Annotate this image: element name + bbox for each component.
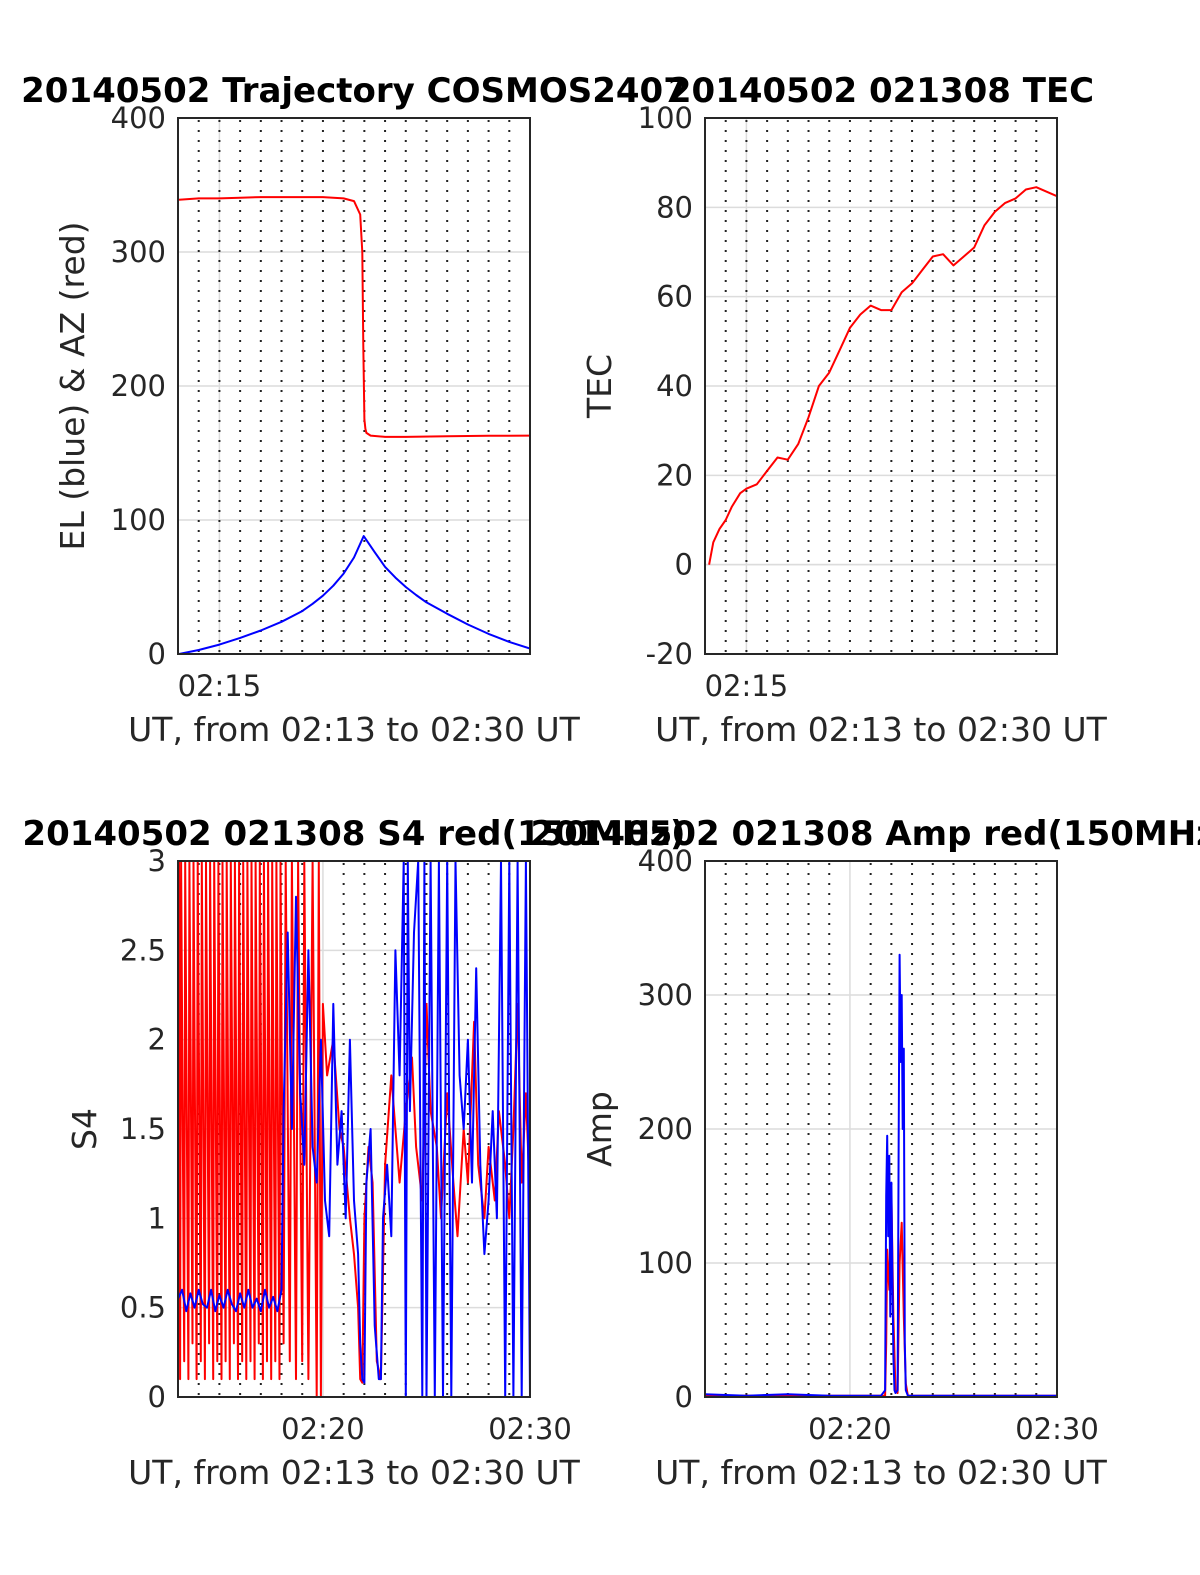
s4-y-tick-label: 0.5 <box>120 1291 166 1325</box>
s4-axes-frame <box>177 860 531 1398</box>
s4-y-tick-label: 1.5 <box>120 1112 166 1146</box>
trajectory-axes-frame <box>177 117 531 655</box>
trajectory-y-tick-label: 100 <box>111 503 166 537</box>
trajectory-y-tick-label: 300 <box>111 235 166 269</box>
amp-tick-labels: 0 100 200 300 400 02:20 02:30 <box>638 844 1099 1446</box>
amp-x-tick-label: 02:30 <box>1015 1412 1099 1446</box>
s4-title: 20140502 021308 S4 red(150MHz) <box>22 814 685 854</box>
s4-panel: 0 0.5 1 1.5 2 2.5 3 02:20 02:30 20140502 021308 … <box>22 814 685 1492</box>
trajectory-y-tick-label: 400 <box>111 101 166 135</box>
s4-plot-area <box>178 861 530 1397</box>
amp-y-tick-label: 100 <box>638 1246 693 1280</box>
s4-series-blue-line <box>178 861 530 1397</box>
amp-plot-area <box>705 861 1057 1397</box>
amp-x-axis-label: UT, from 02:13 to 02:30 UT <box>655 1453 1108 1492</box>
trajectory-y-axis-label: EL (blue) & AZ (red) <box>53 221 92 550</box>
s4-x-axis-label: UT, from 02:13 to 02:30 UT <box>128 1453 581 1492</box>
s4-y-tick-label: 1 <box>148 1201 166 1235</box>
trajectory-series-blue-line <box>178 535 530 654</box>
amp-y-axis-label: Amp <box>580 1091 619 1167</box>
tec-y-tick-label: -20 <box>646 637 693 671</box>
s4-y-tick-label: 3 <box>148 844 166 878</box>
tec-y-tick-label: 0 <box>675 548 693 582</box>
tec-series-red-line <box>708 186 1057 565</box>
trajectory-series-red-line <box>178 196 530 438</box>
trajectory-plot-area <box>178 118 530 654</box>
amp-axes-frame <box>704 860 1058 1398</box>
tec-panel: -20 0 20 40 60 80 100 02:15 20140502 021308 TEC… <box>580 71 1108 749</box>
amp-y-tick-label: 300 <box>638 978 693 1012</box>
trajectory-tick-labels: 0 100 200 300 400 02:15 <box>111 101 262 703</box>
trajectory-x-tick-label: 02:15 <box>178 669 262 703</box>
s4-y-tick-label: 0 <box>148 1380 166 1414</box>
tec-tick-labels: -20 0 20 40 60 80 100 02:15 <box>638 101 789 703</box>
amp-title: 20140502 021308 Amp red(150MHz) <box>530 814 1200 854</box>
amp-y-tick-label: 0 <box>675 1380 693 1414</box>
tec-y-tick-label: 80 <box>656 190 693 224</box>
tec-plot-area <box>705 118 1057 654</box>
tec-y-axis-label: TEC <box>580 354 619 419</box>
s4-y-axis-label: S4 <box>65 1108 104 1150</box>
s4-y-tick-label: 2 <box>148 1023 166 1057</box>
trajectory-x-axis-label: UT, from 02:13 to 02:30 UT <box>128 710 581 749</box>
tec-x-tick-label: 02:15 <box>705 669 789 703</box>
amp-series-blue-line <box>705 953 1057 1397</box>
s4-x-tick-label: 02:30 <box>488 1412 572 1446</box>
tec-x-axis-label: UT, from 02:13 to 02:30 UT <box>655 710 1108 749</box>
amp-panel: 0 100 200 300 400 02:20 02:30 20140502 021308 … <box>530 814 1200 1492</box>
trajectory-y-tick-label: 200 <box>111 369 166 403</box>
tec-y-tick-label: 100 <box>638 101 693 135</box>
trajectory-y-tick-label: 0 <box>148 637 166 671</box>
s4-x-tick-label: 02:20 <box>281 1412 365 1446</box>
tec-y-tick-label: 60 <box>656 280 693 314</box>
trajectory-panel: 0 100 200 300 400 02:15 20140502 Trajectory C… <box>21 71 687 749</box>
tec-y-tick-label: 40 <box>656 369 693 403</box>
s4-y-tick-label: 2.5 <box>120 933 166 967</box>
tec-title: 20140502 021308 TEC <box>668 71 1094 111</box>
tec-axes-frame <box>704 117 1058 655</box>
trajectory-title: 20140502 Trajectory COSMOS2407 <box>21 71 687 111</box>
amp-y-tick-label: 400 <box>638 844 693 878</box>
amp-y-tick-label: 200 <box>638 1112 693 1146</box>
tec-y-tick-label: 20 <box>656 458 693 492</box>
amp-x-tick-label: 02:20 <box>808 1412 892 1446</box>
s4-tick-labels: 0 0.5 1 1.5 2 2.5 3 02:20 02:30 <box>120 844 572 1446</box>
